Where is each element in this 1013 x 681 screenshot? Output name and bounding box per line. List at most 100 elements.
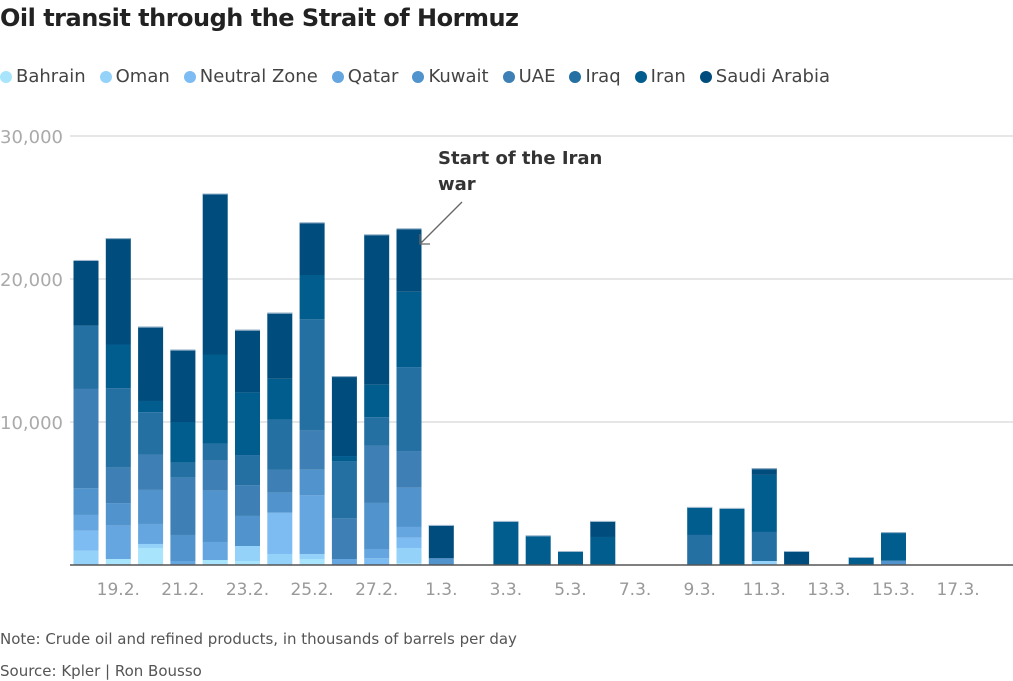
legend-swatch (502, 70, 515, 83)
bar-segment-saudi-arabia (105, 238, 131, 345)
bar-segment-iraq (202, 443, 228, 461)
x-tick-label: 5.3. (554, 580, 586, 600)
legend-label: Iran (650, 66, 686, 87)
bar-segment-oman (299, 553, 325, 559)
bar-segment-oman (73, 550, 99, 565)
bar-segment-uae (299, 430, 325, 470)
bar-segment-bahrain (235, 560, 260, 565)
bar-segment-uae (170, 477, 196, 535)
bar-segment-iran (558, 550, 583, 565)
legend-label: Neutral Zone (199, 66, 318, 87)
bar-segment-iraq (299, 319, 325, 431)
bar-segment-kuwait (299, 469, 325, 496)
bar-segment-iran (525, 535, 551, 565)
bar-segment-saudi-arabia (784, 550, 810, 565)
x-tick-label: 27.2. (355, 580, 398, 600)
x-tick-label: 7.3. (619, 580, 651, 600)
y-tick-label: 10,000 (0, 413, 63, 434)
legend-item: Bahrain (0, 66, 86, 87)
bar-segment-qatar (170, 560, 196, 565)
bar-segment-oman (267, 553, 293, 565)
bar-segment-saudi-arabia (364, 234, 390, 385)
bar-segment-saudi-arabia (138, 326, 164, 401)
legend-swatch (634, 70, 647, 83)
bar-segment-qatar (138, 523, 164, 544)
x-tick-label: 9.3. (683, 580, 715, 600)
bar-segment-saudi-arabia (170, 349, 196, 422)
x-tick-label: 13.3. (807, 580, 850, 600)
annotation-text: war (438, 174, 476, 195)
bar-segment-uae (331, 518, 357, 559)
bar-segment-saudi-arabia (73, 259, 99, 326)
bar-segment-bahrain (299, 558, 325, 565)
y-tick-label: 20,000 (0, 270, 63, 291)
legend-label: Bahrain (16, 66, 86, 87)
bar-segment-bahrain (138, 547, 164, 565)
chart-note: Note: Crude oil and refined products, in… (0, 630, 517, 648)
legend-item: UAE (502, 66, 556, 87)
legend-item: Saudi Arabia (699, 66, 830, 87)
bar-segment-neutral-zone (364, 558, 390, 565)
bar-segment-uae (267, 469, 293, 493)
bar-segment-iran (881, 532, 906, 561)
bar-segment-neutral-zone (396, 537, 422, 548)
x-tick-label: 17.3. (936, 580, 979, 600)
bar-segment-qatar (299, 495, 325, 554)
legend-swatch (331, 70, 344, 83)
bar-segment-qatar (73, 514, 99, 531)
bar-segment-saudi-arabia (751, 468, 777, 475)
annotation-text: Start of the Iran (438, 148, 602, 169)
bar-segment-kuwait (202, 490, 228, 542)
bar-segment-saudi-arabia (235, 329, 260, 393)
bar-segment-kuwait (364, 502, 390, 549)
bar-segment-iran (235, 392, 260, 456)
x-tick-label: 21.2. (161, 580, 204, 600)
x-tick-label: 15.3. (872, 580, 915, 600)
bar-segment-iran (687, 506, 713, 535)
bar-segment-saudi-arabia (331, 376, 357, 457)
bar-segment-kuwait (138, 489, 164, 524)
legend-item: Iran (634, 66, 686, 87)
legend-item: Iraq (569, 66, 621, 87)
bar-segment-iraq (73, 325, 99, 389)
legend-swatch (99, 70, 112, 83)
bar-segment-uae (138, 454, 164, 490)
legend-item: Neutral Zone (183, 66, 318, 87)
bar-segment-iran (202, 354, 228, 444)
bar-segment-iran (331, 456, 357, 462)
bar-segment-oman (751, 560, 777, 565)
bar-segment-iran (719, 507, 745, 565)
bar-segment-iran (267, 378, 293, 420)
chart-source: Source: Kpler | Ron Bousso (0, 662, 202, 680)
bar-segment-oman (235, 545, 260, 561)
bar-segment-kuwait (267, 492, 293, 513)
bar-segment-iraq (170, 462, 196, 478)
legend-swatch (412, 70, 425, 83)
bar-segment-iraq (751, 531, 777, 561)
bar-segment-iran (848, 556, 874, 565)
bar-segment-qatar (364, 548, 390, 559)
bar-segment-kuwait (73, 488, 99, 515)
bar-segment-oman (138, 543, 164, 548)
bar-segment-iraq (364, 417, 390, 446)
legend-swatch (0, 70, 12, 83)
bar-segment-iraq (138, 412, 164, 455)
chart-title: Oil transit through the Strait of Hormuz (0, 4, 519, 32)
bar-segment-kuwait (105, 503, 131, 526)
bar-segment-uae (73, 388, 99, 489)
x-tick-label: 11.3. (743, 580, 786, 600)
annotation-arrowhead (419, 234, 430, 245)
bar-segment-uae (396, 451, 422, 488)
x-tick-label: 1.3. (425, 580, 457, 600)
bar-segment-kuwait (235, 515, 260, 546)
bar-segment-iran (170, 422, 196, 463)
legend-label: Qatar (347, 66, 399, 87)
y-tick-label: 30,000 (0, 127, 63, 148)
bar-segment-qatar (202, 541, 228, 560)
bar-segment-iran (138, 400, 164, 413)
bar-segment-bahrain (105, 558, 131, 565)
bar-segment-saudi-arabia (428, 524, 454, 559)
bar-segment-uae (202, 460, 228, 491)
legend-label: UAE (518, 66, 556, 87)
